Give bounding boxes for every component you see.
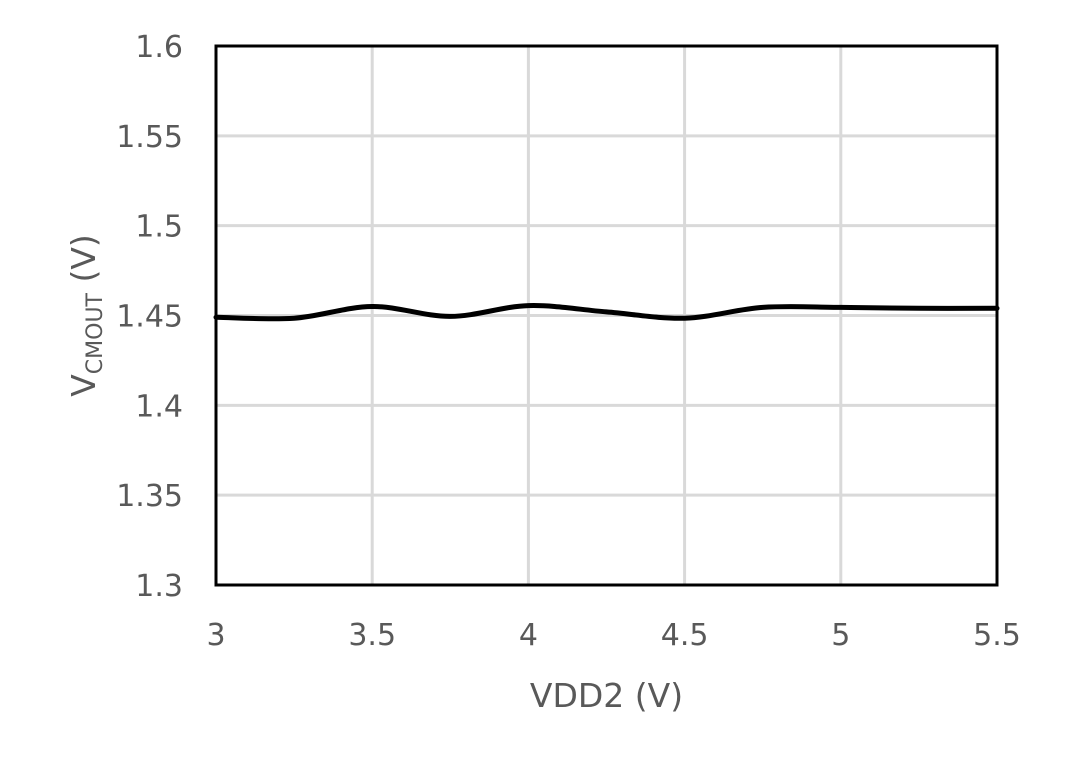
y-tick-label: 1.6 (135, 30, 183, 65)
y-axis-title-unit: (V) (64, 234, 103, 293)
x-axis-title: VDD2 (V) (530, 676, 683, 715)
x-tick-label: 5 (831, 618, 850, 653)
x-axis-tick-labels: 3 3.5 4 4.5 5 5.5 (206, 618, 1020, 653)
y-tick-label: 1.45 (116, 300, 183, 335)
y-tick-label: 1.3 (135, 569, 183, 604)
y-tick-label: 1.4 (135, 389, 183, 424)
y-tick-label: 1.35 (116, 479, 183, 514)
x-tick-label: 4.5 (661, 618, 709, 653)
x-tick-label: 3.5 (348, 618, 396, 653)
plot-area-frame (214, 44, 999, 587)
x-tick-label: 4 (519, 618, 538, 653)
y-axis-title-main: V (64, 374, 103, 397)
x-tick-label: 3 (206, 618, 225, 653)
y-axis-tick-labels: 1.3 1.35 1.4 1.45 1.5 1.55 1.6 (116, 30, 183, 604)
y-axis-title: VCMOUT (V) (64, 234, 108, 397)
y-tick-label: 1.5 (135, 210, 183, 245)
y-axis-title-subscript: CMOUT (83, 292, 108, 374)
x-tick-label: 5.5 (973, 618, 1021, 653)
grid (214, 44, 999, 587)
series-layer (213, 303, 1000, 322)
y-tick-label: 1.55 (116, 120, 183, 155)
series-line-0 (213, 303, 1000, 322)
